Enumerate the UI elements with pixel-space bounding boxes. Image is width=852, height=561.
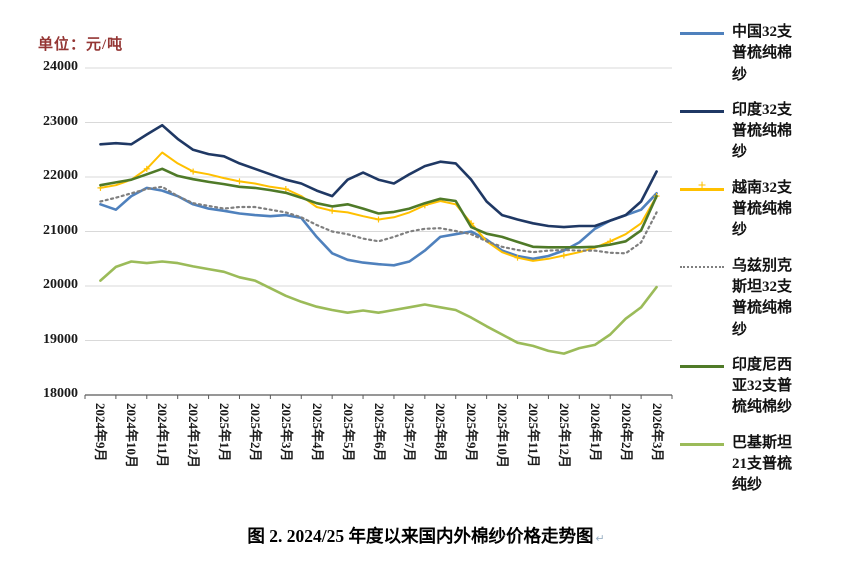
x-tick-label: 2025年11月	[525, 403, 541, 468]
y-tick-label: 23000	[43, 113, 78, 129]
x-tick-label: 2026年2月	[618, 403, 634, 462]
x-tick-label: 2025年1月	[217, 403, 233, 462]
x-tick-label: 2025年7月	[402, 403, 418, 462]
legend-label: 印度32支普梳纯棉纱	[732, 101, 793, 161]
legend-item-5: 巴基斯坦21支普梳纯纱	[680, 433, 850, 497]
y-tick-label: 22000	[43, 168, 78, 183]
y-tick-label: 19000	[43, 331, 78, 347]
legend-item-0: 中国32支普梳纯棉纱	[680, 22, 850, 86]
legend-label: 巴基斯坦21支普梳纯纱	[732, 434, 793, 494]
x-tick-label: 2025年12月	[556, 403, 572, 469]
x-tick-label: 2025年4月	[309, 403, 325, 462]
series-line-5	[99, 260, 658, 355]
series-line-1	[99, 123, 658, 229]
legend-line-sample	[680, 109, 724, 113]
figure-caption: 图 2. 2024/25 年度以来国内外棉纱价格走势图 ↵	[0, 523, 852, 548]
legend-item-2: + 越南32支普梳纯棉纱	[680, 178, 850, 242]
y-tick-label: 21000	[43, 222, 78, 238]
legend-item-4: 印度尼西亚32支普梳纯棉纱	[680, 355, 850, 419]
x-tick-label: 2025年6月	[371, 403, 387, 462]
figure-caption-text: 图 2. 2024/25 年度以来国内外棉纱价格走势图	[247, 526, 594, 546]
legend-line-sample	[680, 442, 724, 446]
x-tick-label: 2025年8月	[433, 403, 449, 462]
y-tick-label: 20000	[43, 277, 78, 292]
legend-item-1: 印度32支普梳纯棉纱	[680, 100, 850, 164]
series-line-4	[99, 167, 658, 249]
x-tick-label: 2024年10月	[124, 403, 140, 469]
x-tick-label: 2026年3月	[649, 403, 665, 462]
x-tick-label: 2024年9月	[93, 403, 109, 462]
x-tick-label: 2025年10月	[495, 403, 511, 469]
legend-label: 乌兹别克斯坦32支普梳纯棉纱	[732, 257, 793, 338]
chart-legend: 中国32支普梳纯棉纱 印度32支普梳纯棉纱 + 越南32支普梳纯棉纱乌兹别克斯坦32支…	[680, 22, 850, 497]
legend-item-3: 乌兹别克斯坦32支普梳纯棉纱	[680, 256, 850, 341]
paragraph-mark: ↵	[595, 533, 605, 545]
legend-label: 越南32支普梳纯棉纱	[732, 179, 793, 239]
legend-line-sample	[680, 32, 724, 35]
x-tick-label: 2025年2月	[247, 403, 263, 462]
x-tick-label: 2025年9月	[464, 403, 480, 462]
series-line-3	[99, 185, 658, 255]
y-tick-label: 24000	[43, 59, 78, 74]
legend-label: 中国32支普梳纯棉纱	[732, 24, 793, 83]
x-tick-label: 2024年12月	[186, 403, 202, 469]
legend-plus-marker-icon: +	[697, 177, 707, 194]
x-tick-label: 2024年11月	[155, 403, 171, 468]
x-tick-label: 2025年3月	[278, 403, 294, 462]
x-tick-label: 2025年5月	[340, 403, 356, 462]
legend-label: 印度尼西亚32支普梳纯棉纱	[732, 356, 793, 416]
x-tick-label: 2026年1月	[587, 403, 603, 462]
y-tick-label: 18000	[43, 386, 78, 401]
legend-line-sample	[680, 364, 724, 368]
y-axis-unit-label: 单位：元/吨	[38, 37, 124, 53]
legend-line-sample: +	[680, 178, 724, 193]
legend-line-sample	[680, 265, 724, 268]
